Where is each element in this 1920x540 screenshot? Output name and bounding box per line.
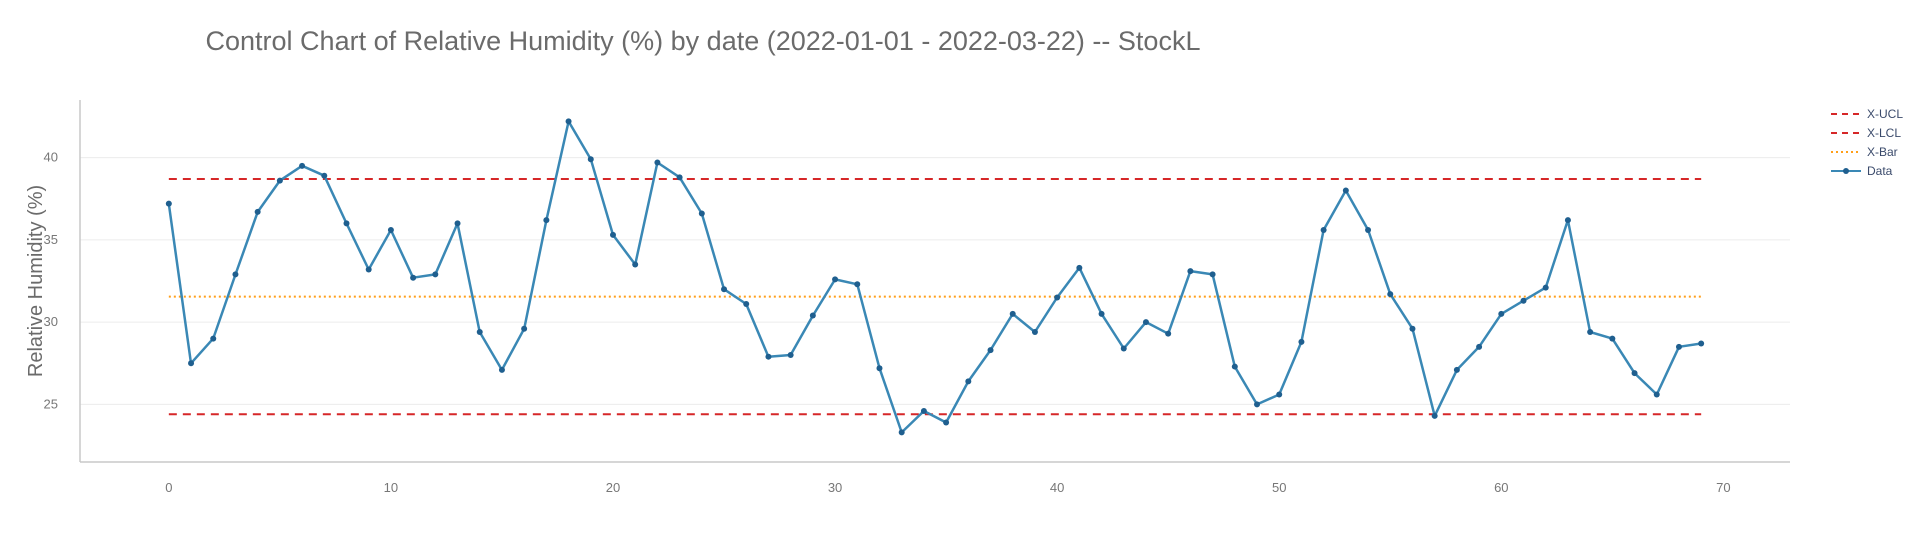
x-tick-label-70: 70: [1716, 480, 1730, 495]
data-point: [1365, 226, 1372, 233]
x-tick-label-10: 10: [384, 480, 398, 495]
data-point: [365, 266, 372, 273]
x-tick-label-0: 0: [165, 480, 172, 495]
x-tick-label-30: 30: [828, 480, 842, 495]
data-point: [1320, 226, 1327, 233]
data-point: [410, 274, 417, 281]
data-point: [1009, 310, 1016, 317]
data-point: [721, 286, 728, 293]
data-point: [1609, 335, 1616, 342]
data-point: [1031, 329, 1038, 336]
data-point: [787, 352, 794, 359]
control-limits: [168, 177, 1702, 416]
y-tick-label-40: 40: [44, 150, 58, 165]
x-tick-label-60: 60: [1494, 480, 1508, 495]
gridlines: [80, 157, 1790, 405]
data-point: [965, 378, 972, 385]
data-point: [1098, 310, 1105, 317]
data-point: [343, 220, 350, 227]
data-point: [565, 118, 572, 125]
data-point: [1209, 271, 1216, 278]
data-point: [476, 329, 483, 336]
data-point: [276, 177, 283, 184]
data-point: [609, 231, 616, 238]
data-point: [1120, 345, 1127, 352]
y-tick-label-25: 25: [44, 396, 58, 411]
legend-label-x-bar: X-Bar: [1867, 145, 1898, 159]
data-point: [1254, 401, 1261, 408]
data-point: [632, 261, 639, 268]
data-point: [832, 276, 839, 283]
data-point: [1187, 268, 1194, 275]
y-axis-label: Relative Humidity (%): [25, 185, 47, 377]
data-point: [920, 407, 927, 414]
data-point: [743, 301, 750, 308]
data-point: [1453, 366, 1460, 373]
legend-label-data: Data: [1867, 164, 1893, 178]
data-point: [1587, 329, 1594, 336]
data-point: [698, 210, 705, 217]
y-tick-label-30: 30: [44, 314, 58, 329]
data-point: [498, 366, 505, 373]
data-point: [854, 281, 861, 288]
data-point: [1631, 370, 1638, 377]
y-tick-label-35: 35: [44, 232, 58, 247]
data-point: [543, 217, 550, 224]
data-point: [1698, 340, 1705, 347]
data-point: [210, 335, 217, 342]
data-point: [1498, 310, 1505, 317]
series-line-data: [167, 120, 1702, 434]
legend: X-UCL X-LCL X-Bar Data: [1831, 107, 1903, 178]
data-point: [1387, 291, 1394, 298]
data-series: [165, 118, 1705, 436]
data-point: [387, 226, 394, 233]
x-tick-label-20: 20: [606, 480, 620, 495]
legend-marker-data: [1843, 168, 1849, 174]
tick-labels: 25 30 35 40 0 10 20 30 40 50 60 70: [44, 150, 1731, 495]
data-point: [654, 159, 661, 166]
data-point: [587, 156, 594, 163]
data-point: [1231, 363, 1238, 370]
data-point: [1431, 412, 1438, 419]
data-point: [1165, 330, 1172, 337]
data-point: [1653, 391, 1660, 398]
data-point: [1298, 338, 1305, 345]
legend-label-x-ucl: X-UCL: [1867, 107, 1903, 121]
data-point: [898, 429, 905, 436]
data-point: [1142, 319, 1149, 326]
data-point: [321, 172, 328, 179]
data-point: [1675, 343, 1682, 350]
data-point: [299, 162, 306, 169]
data-point: [1054, 294, 1061, 301]
data-point: [1564, 217, 1571, 224]
data-point: [165, 200, 172, 207]
data-point: [1520, 297, 1527, 304]
data-point: [809, 312, 816, 319]
data-point: [232, 271, 239, 278]
data-point: [943, 419, 950, 426]
data-point: [1076, 264, 1083, 271]
data-point: [1476, 343, 1483, 350]
chart-title: Control Chart of Relative Humidity (%) b…: [206, 26, 1201, 56]
data-point: [254, 208, 261, 215]
data-point: [1409, 325, 1416, 332]
legend-label-x-lcl: X-LCL: [1867, 126, 1901, 140]
data-point: [676, 174, 683, 181]
axes: [79, 100, 1790, 463]
data-point: [765, 353, 772, 360]
data-point: [521, 325, 528, 332]
data-point: [454, 220, 461, 227]
data-point: [188, 360, 195, 367]
x-tick-label-50: 50: [1272, 480, 1286, 495]
x-tick-label-40: 40: [1050, 480, 1064, 495]
data-point: [432, 271, 439, 278]
data-point: [1342, 187, 1349, 194]
data-point: [876, 365, 883, 372]
data-point: [987, 347, 994, 354]
data-point: [1276, 391, 1283, 398]
data-point: [1542, 284, 1549, 291]
